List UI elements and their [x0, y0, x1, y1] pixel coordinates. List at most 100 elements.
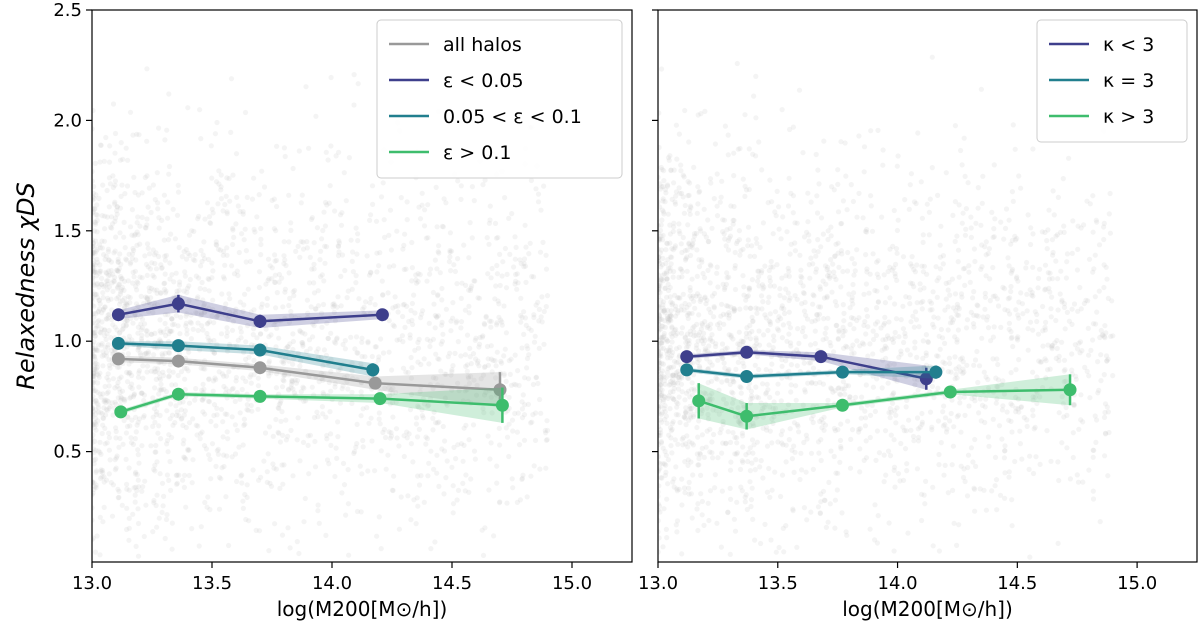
halo-point [324, 457, 331, 463]
halo-point [1025, 212, 1031, 218]
halo-point [968, 234, 975, 240]
halo-point [1002, 495, 1008, 501]
halo-point [276, 271, 282, 278]
halo-point [1046, 285, 1052, 291]
halo-point [982, 419, 988, 426]
halo-point [173, 270, 179, 276]
halo-point [1090, 488, 1096, 494]
halo-point [92, 347, 97, 353]
halo-point [1027, 453, 1033, 459]
halo-point [1009, 523, 1015, 529]
halo-point [968, 225, 974, 231]
halo-point [136, 132, 142, 138]
halo-point [778, 432, 784, 438]
halo-point [828, 224, 834, 230]
halo-point [215, 201, 221, 207]
halo-point [1069, 321, 1075, 327]
halo-point [1009, 334, 1015, 340]
halo-point [727, 551, 733, 558]
halo-point [787, 325, 794, 331]
halo-point [164, 472, 170, 478]
halo-point [286, 302, 292, 309]
halo-point [493, 283, 499, 289]
halo-point [818, 244, 824, 250]
halo-point [665, 307, 671, 313]
halo-point [185, 250, 191, 256]
halo-point [200, 381, 206, 387]
halo-point [869, 228, 876, 234]
halo-point [206, 214, 213, 220]
halo-point [846, 397, 852, 403]
halo-point [983, 507, 990, 513]
halo-point [671, 396, 677, 403]
halo-point [958, 429, 964, 435]
halo-point [531, 463, 537, 469]
halo-point [875, 513, 881, 519]
halo-point [241, 416, 247, 422]
halo-point [271, 196, 277, 202]
halo-point [509, 476, 515, 482]
halo-point [418, 315, 424, 321]
halo-point [360, 444, 366, 450]
halo-point [406, 318, 412, 325]
halo-point [215, 246, 222, 252]
halo-point [779, 375, 785, 381]
halo-point [166, 432, 172, 438]
halo-point [680, 172, 686, 178]
halo-point [138, 336, 144, 342]
halo-point [468, 476, 474, 482]
halo-point [673, 346, 680, 352]
halo-point [160, 369, 166, 375]
halo-point [885, 448, 892, 454]
halo-point [771, 333, 777, 339]
halo-point [719, 379, 725, 385]
halo-point [139, 190, 145, 196]
halo-point [661, 211, 667, 217]
halo-point [222, 201, 228, 208]
halo-point [1019, 456, 1025, 462]
halo-point [502, 195, 508, 201]
halo-point [340, 341, 346, 348]
halo-point [515, 410, 521, 416]
halo-point [811, 293, 817, 299]
halo-point [295, 415, 301, 421]
halo-point [246, 354, 252, 360]
halo-point [679, 476, 685, 482]
halo-point [1101, 284, 1107, 291]
halo-point [829, 386, 835, 392]
halo-point [876, 450, 883, 456]
halo-point [978, 266, 984, 272]
halo-point [230, 225, 236, 231]
halo-point [309, 215, 315, 221]
halo-point [1076, 340, 1082, 346]
halo-point [96, 448, 102, 454]
halo-point [736, 341, 743, 347]
halo-point [350, 249, 356, 255]
halo-point [112, 457, 118, 463]
halo-point [317, 274, 324, 280]
halo-point [343, 198, 349, 204]
halo-point [978, 86, 985, 92]
halo-point [407, 335, 413, 341]
halo-point [691, 329, 697, 335]
halo-point [920, 338, 926, 344]
halo-point [686, 479, 692, 485]
halo-point [295, 350, 301, 357]
halo-point [451, 444, 457, 450]
halo-point [658, 475, 664, 481]
halo-point [439, 322, 445, 328]
halo-point [952, 376, 958, 382]
halo-point [183, 256, 190, 262]
halo-point [687, 406, 693, 412]
halo-point [97, 514, 103, 520]
halo-point [135, 506, 141, 512]
halo-point [93, 311, 99, 317]
halo-point [1049, 342, 1056, 349]
halo-point [217, 247, 223, 253]
halo-point [92, 240, 96, 246]
halo-point [265, 451, 271, 457]
halo-point [783, 286, 789, 292]
halo-point [390, 305, 396, 311]
halo-point [222, 411, 228, 417]
halo-point [956, 202, 962, 208]
